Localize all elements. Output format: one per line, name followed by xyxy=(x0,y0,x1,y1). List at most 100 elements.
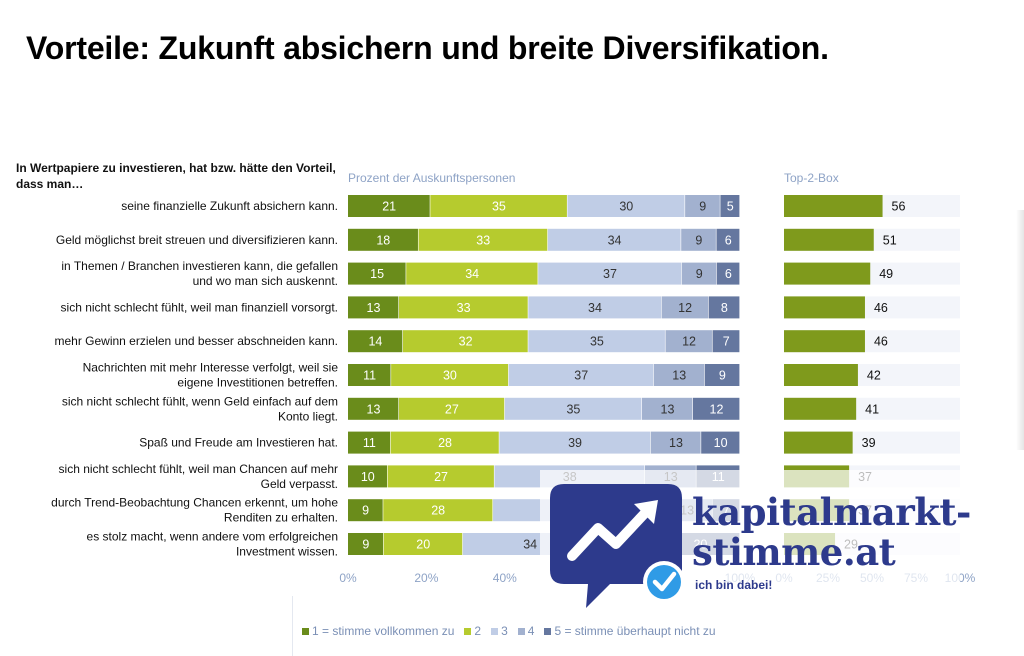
axis-caption: Prozent der Auskunftspersonen xyxy=(348,171,516,185)
legend-swatch-3 xyxy=(491,627,499,635)
bar-value-label: 5 xyxy=(727,200,734,214)
bar-value-label: 12 xyxy=(682,335,696,349)
bar-segment xyxy=(716,228,740,251)
bar-segment xyxy=(661,296,709,319)
bar-segment xyxy=(348,228,418,251)
legend-label-1: 1 = stimme vollkommen zu xyxy=(312,624,455,638)
page-title: Vorteile: Zukunft absichern und breite D… xyxy=(26,30,829,66)
bar-value-label: 15 xyxy=(370,267,384,281)
top2-bar xyxy=(784,431,853,454)
bar-segment xyxy=(383,499,493,522)
top2-value-label: 41 xyxy=(865,402,879,416)
bar-segment xyxy=(712,330,740,353)
watermark-text-line1: kapitalmarkt- xyxy=(692,490,971,534)
bar-segment xyxy=(348,431,391,454)
bar-value-label: 32 xyxy=(459,335,473,349)
bar-segment xyxy=(701,431,740,454)
watermark-tagline: ich bin dabei! xyxy=(695,578,773,592)
bar-value-label: 18 xyxy=(376,233,390,247)
bar-segment xyxy=(387,465,494,488)
bar-value-label: 6 xyxy=(725,233,732,247)
category-label: durch Trend-Beobachtung Chancen erkennt,… xyxy=(51,496,338,525)
bar-value-label: 30 xyxy=(443,369,457,383)
bar-value-label: 34 xyxy=(465,267,479,281)
bar-segment xyxy=(681,228,716,251)
bar-value-label: 14 xyxy=(368,335,382,349)
legend-label-5: 5 = stimme überhaupt nicht zu xyxy=(554,624,716,638)
top2-bar xyxy=(784,397,857,420)
top2-value-label: 39 xyxy=(862,436,876,450)
bar-segment xyxy=(692,397,740,420)
category-label: es stolz macht, wenn andere vom erfolgre… xyxy=(87,530,338,559)
top2-bar xyxy=(784,364,858,386)
bar-segment xyxy=(704,364,740,386)
edge-shadow xyxy=(1016,210,1024,450)
bar-value-label: 10 xyxy=(361,470,375,484)
legend-swatch-4 xyxy=(517,627,525,635)
bar-value-label: 35 xyxy=(566,402,580,416)
bar-segment xyxy=(398,296,528,319)
bar-segment xyxy=(642,397,693,420)
legend-label-4: 4 xyxy=(527,624,535,638)
bar-segment xyxy=(348,533,384,555)
top2-bar xyxy=(784,228,874,251)
top2-value-label: 51 xyxy=(883,233,897,247)
bar-segment xyxy=(653,364,705,386)
bar-value-label: 8 xyxy=(721,301,728,315)
bar-segment xyxy=(665,330,712,353)
bar-value-label: 27 xyxy=(434,470,448,484)
legend-item-4: 4 xyxy=(517,624,535,638)
bar-segment xyxy=(499,431,651,454)
legend-swatch-2 xyxy=(464,627,472,635)
watermark-text-line2: stimme.at xyxy=(692,530,896,574)
top2-title: Top-2-Box xyxy=(784,171,839,185)
bar-value-label: 11 xyxy=(363,436,376,450)
bar-value-label: 21 xyxy=(382,200,396,214)
bar-segment xyxy=(538,262,682,285)
category-label: Geld möglichst breit streuen und diversi… xyxy=(56,233,338,247)
category-label: sich nicht schlecht fühlt, weil man Chan… xyxy=(59,462,338,491)
bar-value-label: 28 xyxy=(438,436,452,450)
legend-swatch-5 xyxy=(544,627,552,635)
legend-divider xyxy=(292,596,293,656)
bar-value-label: 20 xyxy=(416,538,430,552)
x-tick-label: 20% xyxy=(414,571,438,585)
bar-value-label: 13 xyxy=(669,436,683,450)
bar-segment xyxy=(567,195,685,217)
top2-value-label: 56 xyxy=(892,200,906,214)
top2-value-label: 42 xyxy=(867,369,881,383)
bar-value-label: 13 xyxy=(367,301,381,315)
bar-segment xyxy=(528,330,665,353)
x-tick-label: 0% xyxy=(339,571,357,585)
bar-segment xyxy=(406,262,538,285)
bar-value-label: 37 xyxy=(603,267,617,281)
bar-value-label: 9 xyxy=(719,369,726,383)
bar-value-label: 9 xyxy=(696,267,703,281)
bar-segment xyxy=(348,397,399,420)
legend-label-3: 3 xyxy=(501,624,508,638)
bar-value-label: 35 xyxy=(492,200,506,214)
bar-value-label: 34 xyxy=(608,233,622,247)
bar-value-label: 27 xyxy=(445,402,459,416)
legend-item-3: 3 xyxy=(491,624,508,638)
bar-segment xyxy=(430,195,567,217)
bar-value-label: 7 xyxy=(723,335,730,349)
bar-value-label: 34 xyxy=(523,538,537,552)
bar-segment xyxy=(391,364,509,386)
legend: 1 = stimme vollkommen zu 2 3 4 5 = stimm… xyxy=(302,624,726,638)
bar-value-label: 13 xyxy=(661,402,675,416)
category-label: Spaß und Freude am Investieren hat. xyxy=(139,436,338,450)
top2-value-label: 46 xyxy=(874,335,888,349)
bar-value-label: 39 xyxy=(568,436,582,450)
bar-segment xyxy=(708,296,740,319)
top2-bar xyxy=(784,195,883,217)
bar-segment xyxy=(716,262,740,285)
bar-segment xyxy=(547,228,681,251)
bar-segment xyxy=(685,195,720,217)
bar-value-label: 11 xyxy=(363,369,376,383)
bar-value-label: 30 xyxy=(619,200,633,214)
legend-item-1: 1 = stimme vollkommen zu xyxy=(302,624,454,638)
bar-segment xyxy=(681,262,717,285)
bar-segment xyxy=(348,364,391,386)
bar-value-label: 35 xyxy=(590,335,604,349)
